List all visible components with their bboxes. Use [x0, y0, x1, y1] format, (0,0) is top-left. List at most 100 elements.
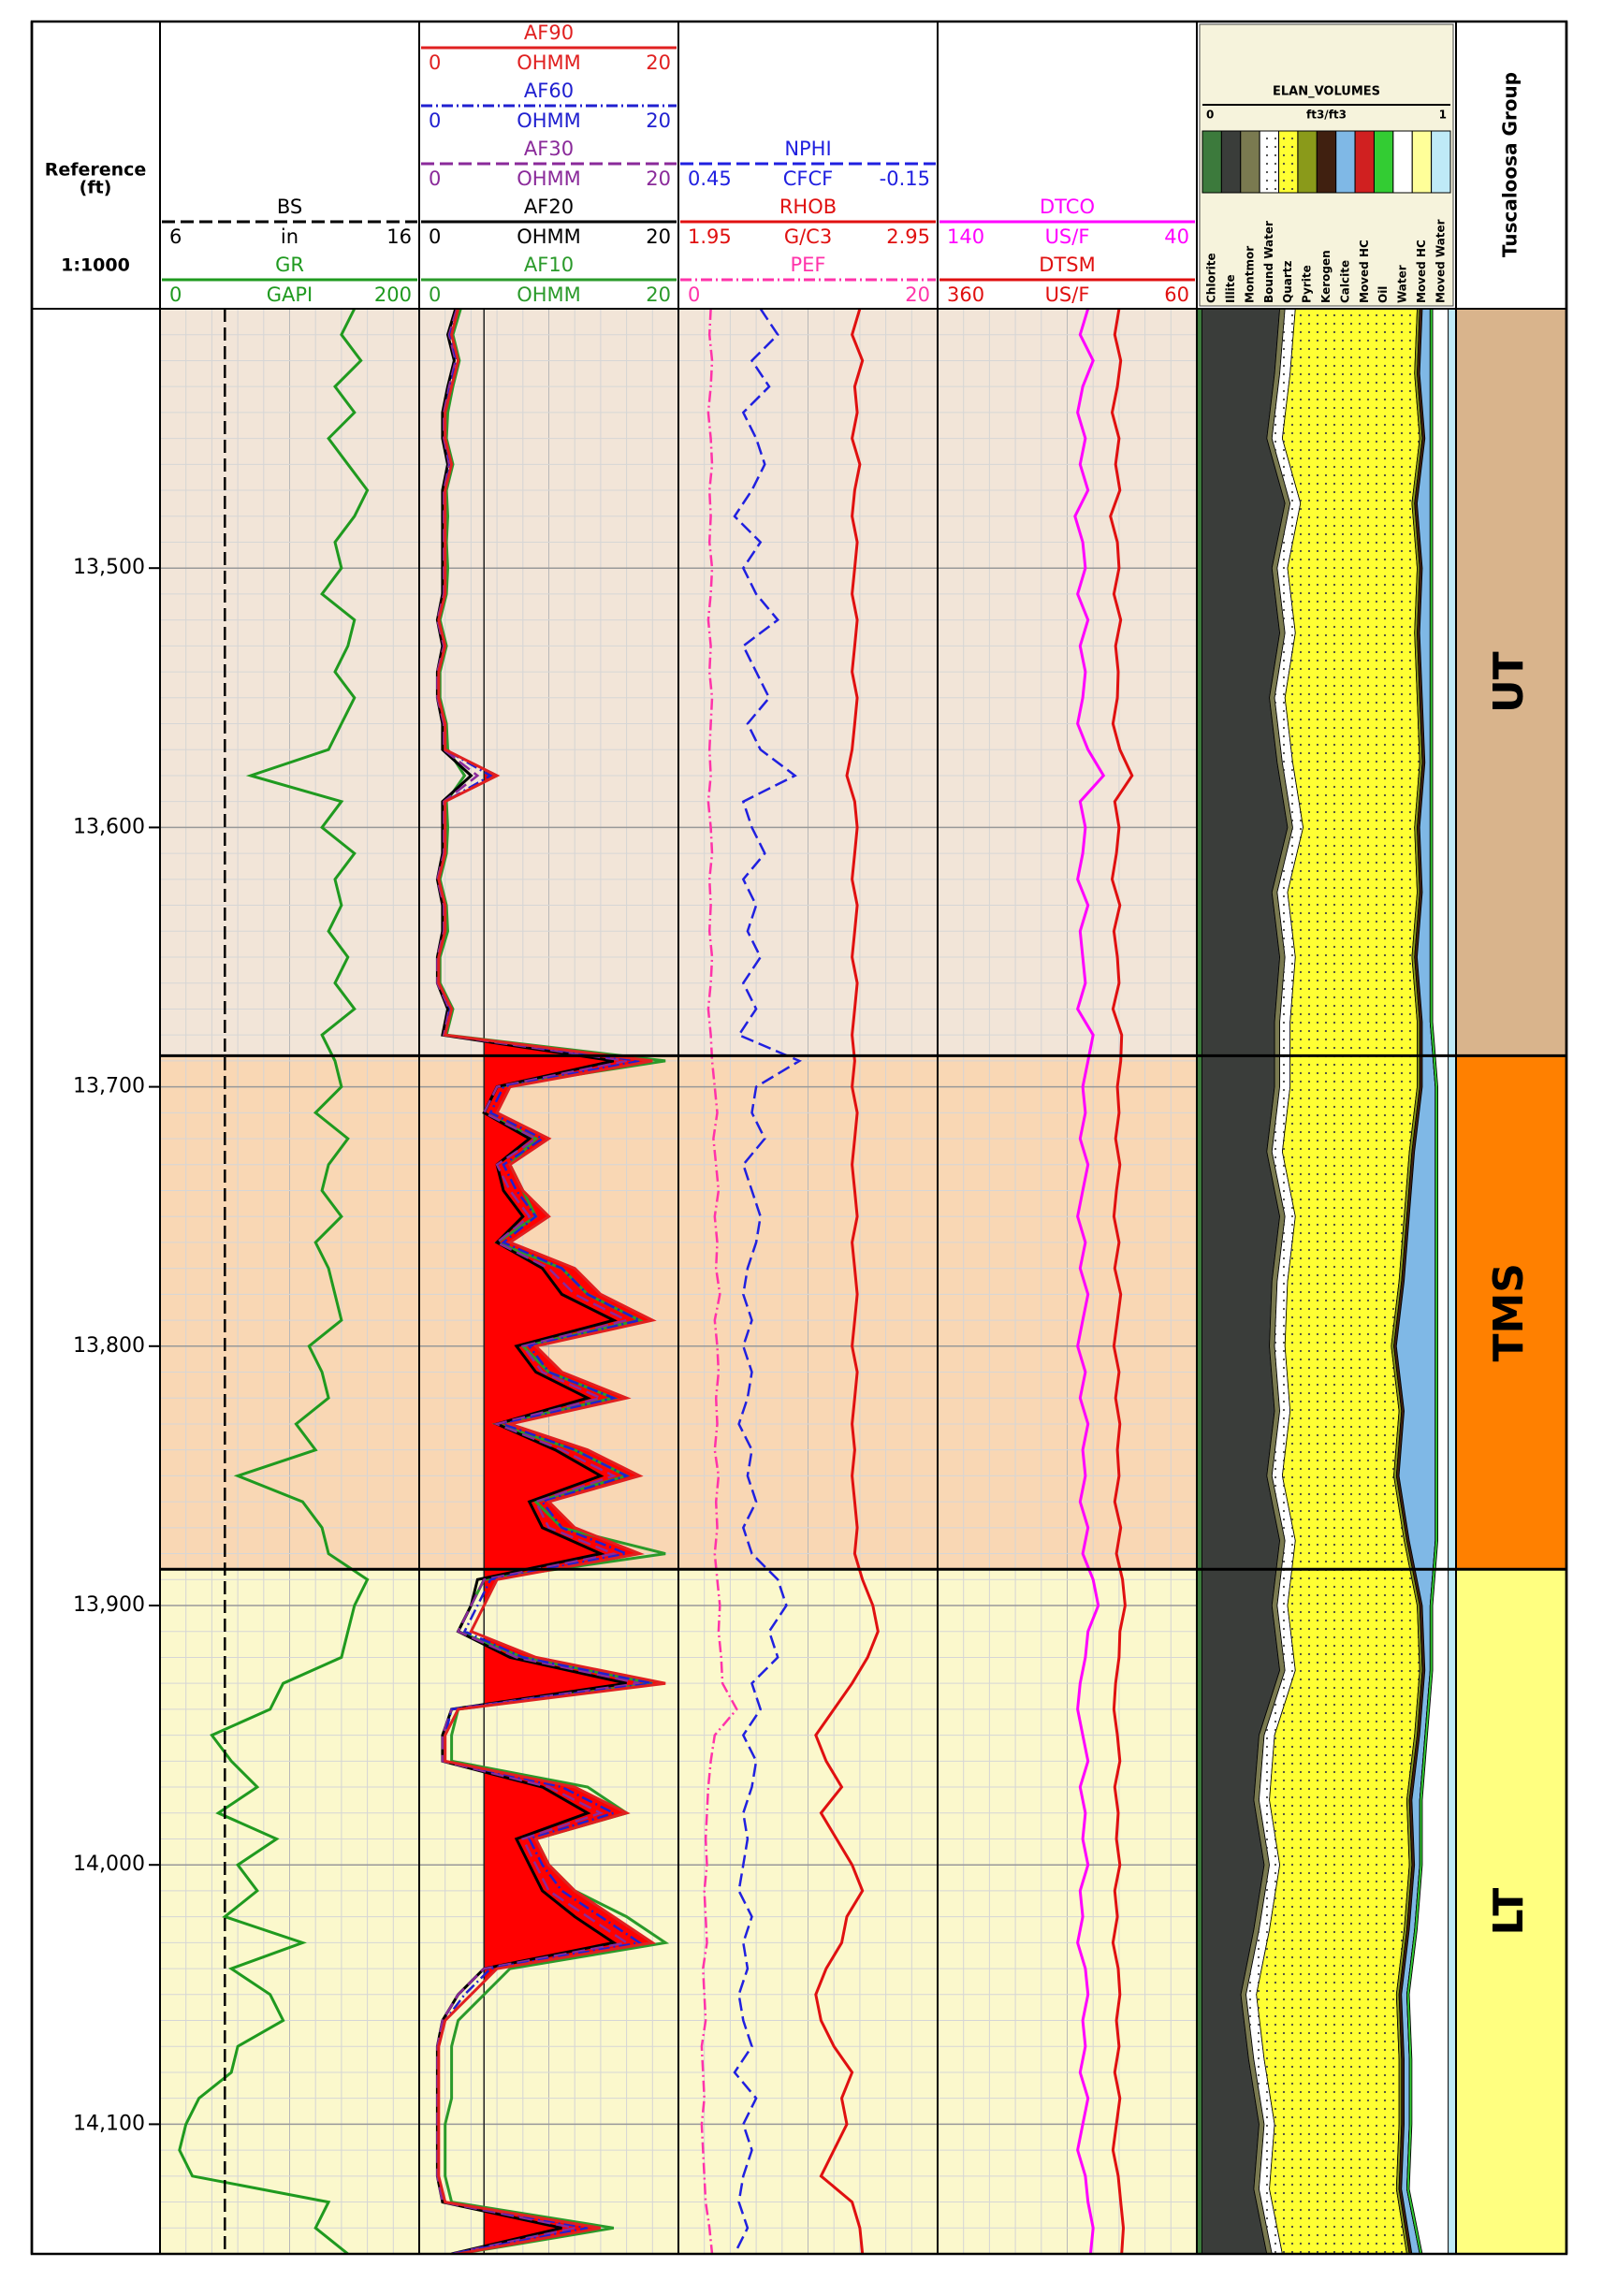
depth-tick-label: 13,900	[73, 1593, 145, 1617]
elan-legend-label: Water	[1396, 265, 1409, 303]
curve-name: DTSM	[1039, 254, 1095, 276]
curve-max: 200	[374, 283, 412, 306]
depth-tick-label: 13,700	[73, 1075, 145, 1098]
zone-label: TMS	[1485, 1263, 1533, 1362]
curve-min: 0	[688, 283, 700, 306]
elan-legend-swatch	[1373, 130, 1394, 194]
elan-min: 0	[1206, 109, 1214, 122]
curve-name: NPHI	[784, 138, 831, 160]
zone-track-title: Tuscaloosa Group	[1499, 72, 1522, 257]
depth-scale: 1:1000	[61, 255, 130, 276]
elan-legend-label: Moved HC	[1415, 240, 1428, 303]
depth-tick-label: 13,600	[73, 815, 145, 838]
log-curve	[1073, 309, 1106, 2254]
curve-min: 0	[169, 283, 182, 306]
curve-max: 60	[1164, 283, 1189, 306]
curve-name: AF60	[524, 80, 574, 102]
log-curve	[700, 309, 738, 2254]
elan-legend-swatch	[1335, 130, 1356, 194]
depth-unit: (ft)	[80, 178, 112, 198]
elan-legend-label: Moved Water	[1434, 219, 1447, 303]
curve-name: GR	[275, 254, 304, 276]
elan-legend-label: Bound Water	[1262, 221, 1275, 303]
curve-min: 0	[429, 109, 441, 132]
elan-legend-swatch	[1240, 130, 1260, 194]
depth-tick-label: 13,500	[73, 556, 145, 579]
elan-legend-label: Chlorite	[1205, 253, 1218, 303]
curve-max: 20	[646, 167, 671, 190]
curve-unit: OHMM	[517, 225, 581, 248]
zone	[1456, 1569, 1566, 2254]
elan-legend-label: Illite	[1224, 274, 1237, 303]
curve-unit: OHMM	[517, 51, 581, 74]
depth-tick-label: 13,800	[73, 1334, 145, 1358]
elan-legend-pattern	[1260, 131, 1279, 193]
curve-name: BS	[277, 196, 302, 218]
curve-name: AF30	[524, 138, 574, 160]
log-curve	[733, 309, 803, 2254]
elan-volume	[1448, 308, 1457, 2255]
curve-unit: OHMM	[517, 283, 581, 306]
elan-legend-label: Oil	[1376, 286, 1390, 303]
elan-legend-label: Moved HC	[1358, 240, 1371, 303]
curve-name: AF10	[524, 254, 574, 276]
elan-legend-swatch	[1392, 130, 1413, 194]
zone	[1456, 309, 1566, 1056]
log-curve	[178, 309, 370, 2254]
curve-unit: US/F	[1045, 283, 1090, 306]
curve-max: 20	[646, 225, 671, 248]
depth-tick-label: 14,000	[73, 1853, 145, 1876]
elan-unit: ft3/ft3	[1306, 109, 1347, 122]
curve-max: 20	[905, 283, 930, 306]
elan-legend-label: Pyrite	[1301, 265, 1314, 303]
curve-min: 140	[947, 225, 984, 248]
curve-max: -0.15	[880, 167, 930, 190]
elan-legend-swatch	[1220, 130, 1242, 194]
curve-min: 1.95	[688, 225, 732, 248]
zone	[1456, 1055, 1566, 1570]
log-curve	[814, 309, 880, 2254]
curve-max: 40	[1164, 225, 1189, 248]
elan-legend-pattern	[1278, 131, 1298, 193]
curve-unit: GAPI	[267, 283, 313, 306]
elan-legend-swatch	[1297, 130, 1318, 194]
frame	[30, 20, 1568, 2256]
curve-max: 20	[646, 109, 671, 132]
curve-name: DTCO	[1040, 196, 1095, 218]
elan-title: ELAN_VOLUMES	[1273, 85, 1380, 99]
elan-legend-label: Calcite	[1338, 260, 1351, 303]
curve-name: AF90	[524, 22, 574, 44]
elan-legend-swatch	[1354, 130, 1375, 194]
elan-legend-label: Kerogen	[1319, 250, 1333, 303]
curve-unit: in	[281, 225, 299, 248]
elan-legend-label: Quartz	[1281, 261, 1294, 303]
log-curve	[437, 309, 666, 2254]
curve-name: PEF	[790, 254, 825, 276]
curve-min: 6	[169, 225, 182, 248]
depth-tick-label: 14,100	[73, 2112, 145, 2135]
curve-unit: US/F	[1045, 225, 1090, 248]
curve-min: 0.45	[688, 167, 732, 190]
curve-unit: G/C3	[784, 225, 832, 248]
zone-label: LT	[1485, 1888, 1533, 1936]
curve-min: 0	[429, 167, 441, 190]
curve-name: RHOB	[779, 196, 837, 218]
curve-max: 20	[646, 51, 671, 74]
elan-legend-swatch	[1316, 130, 1337, 194]
curve-min: 0	[429, 51, 441, 74]
curve-min: 0	[429, 283, 441, 306]
curve-min: 0	[429, 225, 441, 248]
curve-max: 20	[646, 283, 671, 306]
curve-unit: OHMM	[517, 167, 581, 190]
elan-max: 1	[1439, 109, 1447, 122]
elan-legend-swatch	[1431, 130, 1451, 194]
elan-legend-swatch	[1202, 130, 1222, 194]
curve-unit: CFCF	[783, 167, 833, 190]
elan-volume-pattern	[1245, 309, 1303, 2254]
curve-max: 16	[386, 225, 412, 248]
depth-title: Reference	[45, 160, 147, 181]
elan-legend-label: Montmor	[1243, 246, 1256, 303]
curve-name: AF20	[524, 196, 574, 218]
zone-label: UT	[1485, 651, 1533, 713]
